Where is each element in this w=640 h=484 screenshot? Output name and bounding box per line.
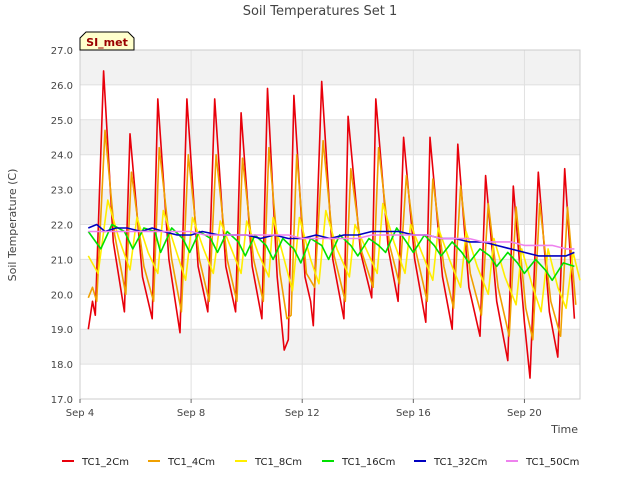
grid-band <box>80 50 580 85</box>
site-badge-label: SI_met <box>86 36 128 49</box>
y-tick-label: 19.0 <box>51 325 73 336</box>
legend-item-tc1-8cm: TC1_8Cm <box>235 457 302 468</box>
plot-frame <box>79 49 581 400</box>
legend-label: TC1_50Cm <box>525 457 579 468</box>
y-tick-label: 24.0 <box>51 151 73 162</box>
grid-band <box>80 119 580 155</box>
y-tick-label: 22.0 <box>51 221 73 232</box>
y-tick-label: 18.0 <box>51 360 73 371</box>
y-tick-label: 26.0 <box>51 81 73 92</box>
series-line-tc1-8cm <box>87 199 581 313</box>
x-tick-label: Sep 20 <box>507 408 542 419</box>
legend-label: TC1_32Cm <box>433 457 487 468</box>
x-tick-label: Sep 8 <box>177 408 205 419</box>
legend-item-tc1-32cm: TC1_32Cm <box>414 457 487 468</box>
series-line-tc1-4cm <box>87 129 577 341</box>
site-badge-shape <box>79 31 135 51</box>
series-line-tc1-32cm <box>87 223 575 257</box>
legend-item-tc1-2cm: TC1_2Cm <box>62 457 129 468</box>
legend: TC1_2Cm TC1_4Cm TC1_8Cm TC1_16Cm TC1_32Cm TC1… <box>62 457 579 468</box>
grid-bands <box>80 50 580 365</box>
x-tick-label: Sep 12 <box>285 408 320 419</box>
legend-label: TC1_16Cm <box>341 457 395 468</box>
y-tick-label: 17.0 <box>51 395 73 406</box>
x-axis-ticks: Sep 4 Sep 8 Sep 12 Sep 16 Sep 20 <box>66 399 542 419</box>
grid-band <box>80 329 580 365</box>
chart-title: Soil Temperatures Set 1 <box>243 4 398 19</box>
y-tick-label: 27.0 <box>51 46 73 57</box>
series-layer <box>87 70 581 379</box>
legend-label: TC1_8Cm <box>254 457 302 468</box>
y-axis-ticks: 17.0 18.0 19.0 20.0 21.0 22.0 23.0 24.0 25.0 26.0… <box>51 46 73 406</box>
series-line-tc1-50cm <box>88 230 575 250</box>
legend-item-tc1-50cm: TC1_50Cm <box>506 457 579 468</box>
x-tick-label: Sep 16 <box>396 408 431 419</box>
y-axis-label: Soil Temperature (C) <box>6 169 19 282</box>
y-tick-label: 21.0 <box>51 255 73 266</box>
legend-label: TC1_4Cm <box>167 457 215 468</box>
x-axis-label: Time <box>550 423 578 436</box>
series-line-tc1-16cm <box>87 223 575 282</box>
legend-item-tc1-4cm: TC1_4Cm <box>148 457 215 468</box>
legend-item-tc1-16cm: TC1_16Cm <box>322 457 395 468</box>
site-badge: SI_met <box>79 31 135 51</box>
legend-label: TC1_2Cm <box>81 457 129 468</box>
x-tick-label: Sep 4 <box>66 408 94 419</box>
y-tick-label: 25.0 <box>51 116 73 127</box>
y-tick-label: 20.0 <box>51 290 73 301</box>
y-tick-label: 23.0 <box>51 186 73 197</box>
